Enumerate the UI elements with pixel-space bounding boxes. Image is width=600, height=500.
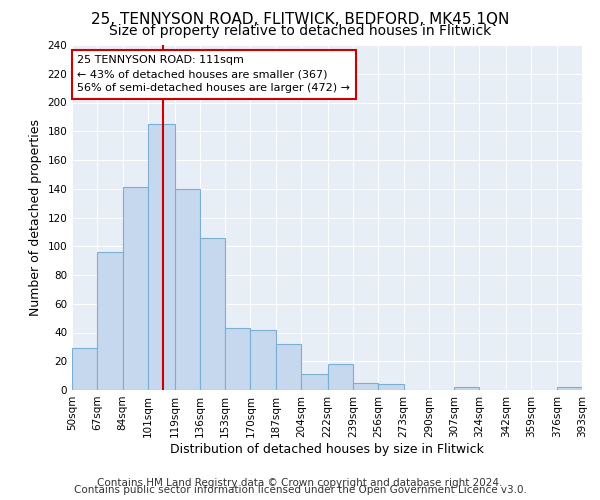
Bar [353,383,378,390]
X-axis label: Distribution of detached houses by size in Flitwick: Distribution of detached houses by size … [170,442,484,456]
Bar [250,330,276,390]
Bar [301,374,328,390]
Text: Size of property relative to detached houses in Flitwick: Size of property relative to detached ho… [109,24,491,38]
Bar [557,387,582,390]
Bar [225,328,250,390]
Text: Contains HM Land Registry data © Crown copyright and database right 2024.: Contains HM Land Registry data © Crown c… [97,478,503,488]
Bar [276,344,301,390]
Bar [97,252,122,390]
Bar [454,387,479,390]
Bar [328,364,353,390]
Bar [122,188,148,390]
Text: Contains public sector information licensed under the Open Government Licence v3: Contains public sector information licen… [74,485,526,495]
Y-axis label: Number of detached properties: Number of detached properties [29,119,42,316]
Bar [148,124,175,390]
Bar [200,238,225,390]
Bar [378,384,404,390]
Bar [72,348,97,390]
Bar [175,188,200,390]
Text: 25 TENNYSON ROAD: 111sqm
← 43% of detached houses are smaller (367)
56% of semi-: 25 TENNYSON ROAD: 111sqm ← 43% of detach… [77,56,350,94]
Text: 25, TENNYSON ROAD, FLITWICK, BEDFORD, MK45 1QN: 25, TENNYSON ROAD, FLITWICK, BEDFORD, MK… [91,12,509,28]
